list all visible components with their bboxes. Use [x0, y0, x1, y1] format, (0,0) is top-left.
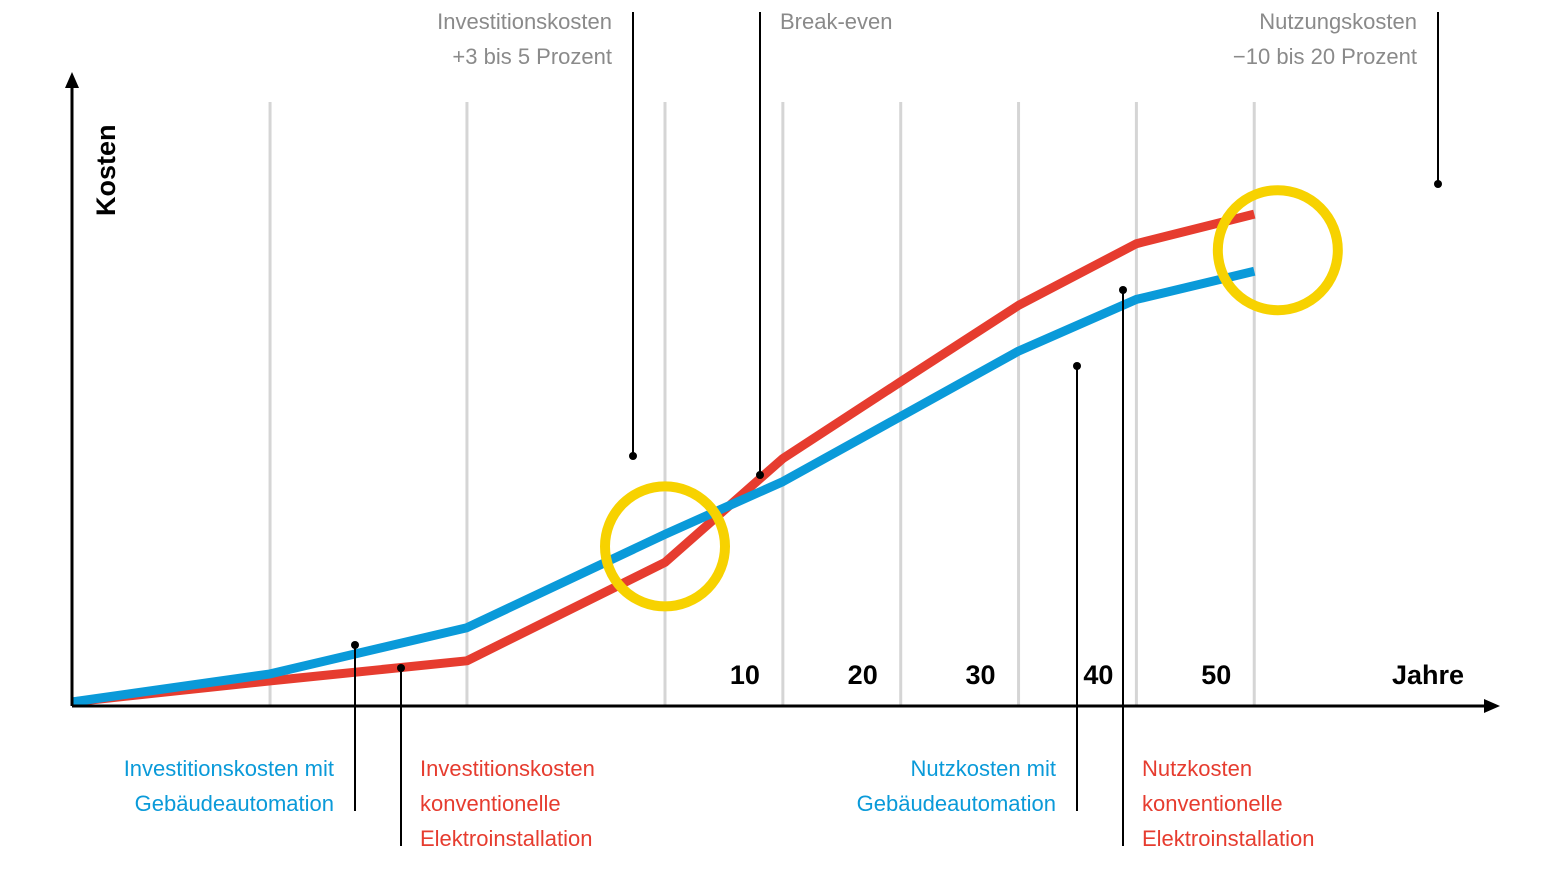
y-axis-label: Kosten: [91, 124, 121, 216]
y-axis-arrow: [65, 72, 79, 88]
leader-dot-nutz-delta: [1434, 180, 1442, 188]
leader-dot-break-even: [756, 471, 764, 479]
x-tick-label-50: 50: [1201, 660, 1231, 690]
annotation-text-nutz-konv-1: Nutzkosten: [1142, 756, 1252, 781]
annotation-invest-delta: Investitionskosten +3 bis 5 Prozent: [437, 9, 637, 460]
annotation-text-nutz-ga-2: Gebäudeautomation: [857, 791, 1056, 816]
series-line-gebaeudeautomation: [71, 266, 1256, 707]
annotation-text-invest-delta-2: +3 bis 5 Prozent: [452, 44, 612, 69]
leader-dot-invest-delta: [629, 452, 637, 460]
annotation-nutz-konv: Nutzkosten konventionelle Elektroinstallat…: [1119, 286, 1314, 851]
annotation-text-invest-ga-1: Investitionskosten mit: [124, 756, 334, 781]
series-line-konventionell: [71, 209, 1256, 707]
annotation-text-nutz-ga-1: Nutzkosten mit: [911, 756, 1057, 781]
highlight-circle-1: [600, 481, 730, 612]
annotation-text-invest-konv-2: konventionelle: [420, 791, 561, 816]
leader-dot-nutz-konv: [1119, 286, 1127, 294]
annotation-text-invest-ga-2: Gebäudeautomation: [135, 791, 334, 816]
annotation-text-invest-konv-3: Elektroinstallation: [420, 826, 592, 851]
annotation-break-even: Break-even: [756, 9, 893, 479]
annotation-text-nutz-delta-1: Nutzungskosten: [1259, 9, 1417, 34]
annotation-text-invest-delta-1: Investitionskosten: [437, 9, 612, 34]
annotations: Investitionskosten mitGebäudeautomationI…: [124, 9, 1442, 851]
annotation-text-invest-konv-1: Investitionskosten: [420, 756, 595, 781]
annotation-text-nutz-delta-2: −10 bis 20 Prozent: [1233, 44, 1417, 69]
annotation-text-break-even-1: Break-even: [780, 9, 893, 34]
axes: Kosten Jahre: [65, 72, 1500, 713]
x-axis-label: Jahre: [1392, 660, 1464, 690]
x-tick-label-30: 30: [966, 660, 996, 690]
annotation-nutz-delta: Nutzungskosten −10 bis 20 Prozent: [1233, 9, 1442, 188]
annotation-invest-ga: Investitionskosten mit Gebäudeautomation: [124, 641, 359, 816]
x-axis-arrow: [1484, 699, 1500, 713]
annotation-text-nutz-konv-3: Elektroinstallation: [1142, 826, 1314, 851]
annotation-text-nutz-konv-2: konventionelle: [1142, 791, 1283, 816]
highlight-circles: [600, 185, 1343, 612]
x-tick-label-10: 10: [730, 660, 760, 690]
annotation-nutz-ga: Nutzkosten mit Gebäudeautomation: [857, 362, 1081, 816]
leader-dot-invest-ga: [351, 641, 359, 649]
highlight-circle-2: [1212, 185, 1343, 316]
x-tick-labels: 10 20 30 40 50: [730, 660, 1231, 690]
gridlines: [268, 102, 1256, 706]
leader-dot-nutz-ga: [1073, 362, 1081, 370]
annotation-invest-konv: Investitionskosten konventionelle Elektroi…: [397, 664, 595, 851]
x-tick-label-40: 40: [1083, 660, 1113, 690]
series-lines: [71, 209, 1256, 707]
leader-dot-invest-konv: [397, 664, 405, 672]
x-tick-label-20: 20: [848, 660, 878, 690]
